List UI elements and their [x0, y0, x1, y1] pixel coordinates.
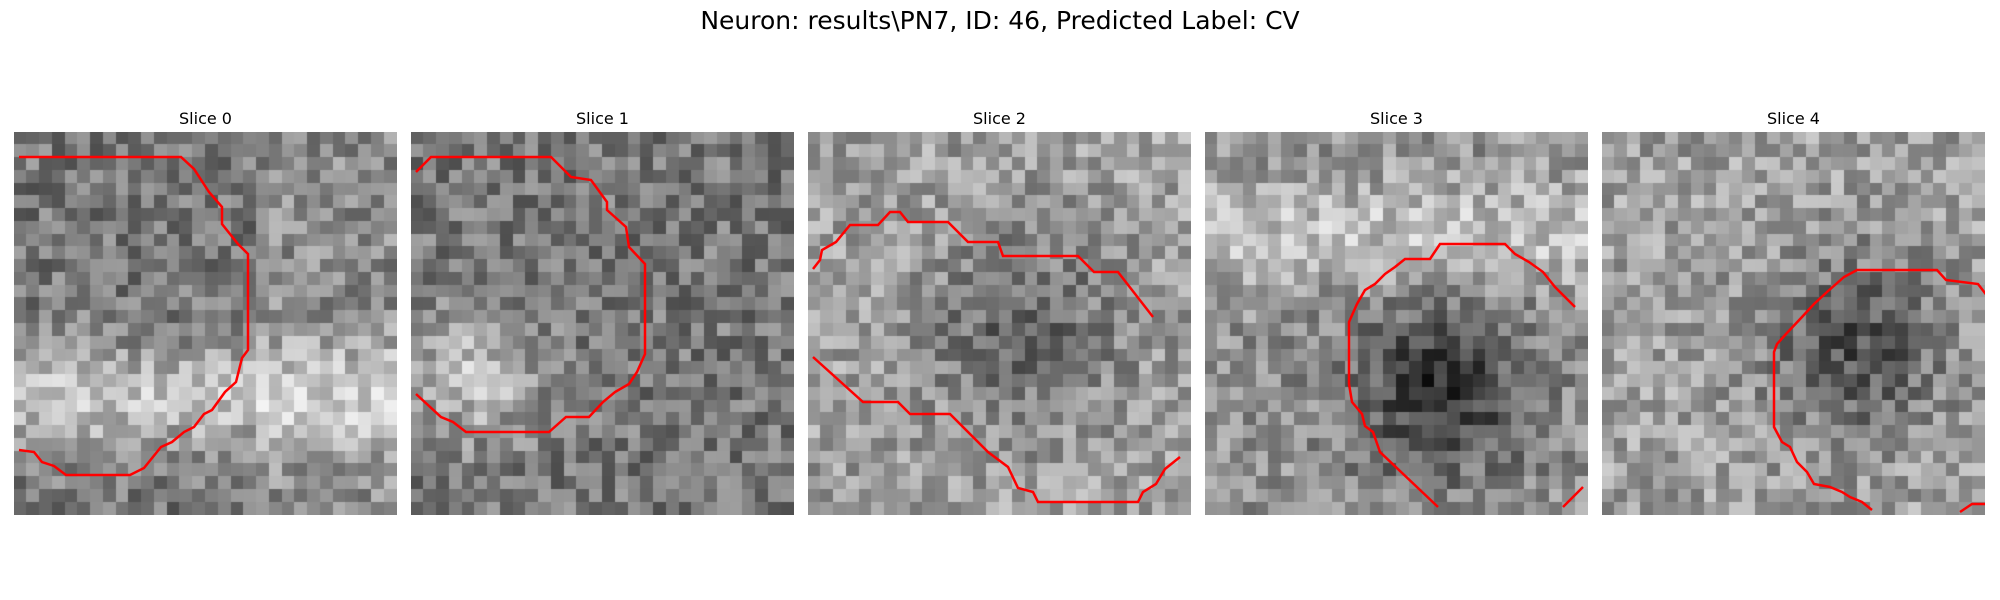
slice-title: Slice 0 [179, 109, 232, 128]
contour-overlay [18, 155, 250, 477]
contour-line [1562, 486, 1584, 508]
slice-panel-3: Slice 3 [1205, 106, 1588, 515]
slice-image [808, 132, 1191, 515]
contour-overlay [415, 155, 647, 434]
contour-line [1347, 242, 1576, 508]
slice-panel-2: Slice 2 [808, 106, 1191, 515]
slice-image [14, 132, 397, 515]
contour-line [812, 356, 1181, 504]
contour-line [415, 155, 647, 434]
contour-line [18, 155, 250, 477]
contour-overlay [1772, 268, 1985, 514]
contour-overlay [1347, 242, 1584, 508]
slice-panel-1: Slice 1 [411, 106, 794, 515]
contour-line [1959, 502, 1985, 514]
slice-image [1205, 132, 1588, 515]
slice-title: Slice 2 [973, 109, 1026, 128]
figure-title: Neuron: results\PN7, ID: 46, Predicted L… [700, 6, 1300, 35]
contour-line [1772, 268, 1985, 511]
slice-image [1602, 132, 1985, 515]
slice-title: Slice 1 [576, 109, 629, 128]
slice-title: Slice 4 [1767, 109, 1820, 128]
slice-panel-4: Slice 4 [1602, 106, 1985, 515]
contour-line [812, 210, 1154, 318]
contour-overlay [812, 210, 1181, 504]
slice-panel-0: Slice 0 [14, 106, 397, 515]
slice-title: Slice 3 [1370, 109, 1423, 128]
